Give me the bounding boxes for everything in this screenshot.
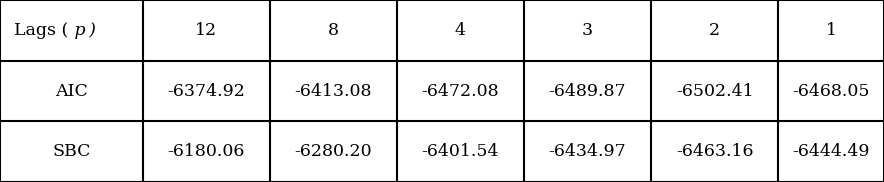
Text: -6374.92: -6374.92 — [167, 82, 245, 100]
Text: 12: 12 — [195, 22, 217, 39]
Text: -6413.08: -6413.08 — [294, 82, 372, 100]
Text: -6280.20: -6280.20 — [294, 143, 372, 160]
Text: 8: 8 — [328, 22, 339, 39]
Text: -6472.08: -6472.08 — [422, 82, 499, 100]
Text: 3: 3 — [582, 22, 593, 39]
Text: -6502.41: -6502.41 — [675, 82, 753, 100]
Text: -6489.87: -6489.87 — [549, 82, 626, 100]
Text: -6463.16: -6463.16 — [675, 143, 753, 160]
Text: SBC: SBC — [52, 143, 91, 160]
Text: -6444.49: -6444.49 — [792, 143, 870, 160]
Text: 1: 1 — [826, 22, 836, 39]
Text: Lags (: Lags ( — [13, 22, 72, 39]
Text: -6468.05: -6468.05 — [792, 82, 870, 100]
Text: -6401.54: -6401.54 — [422, 143, 499, 160]
Text: 2: 2 — [709, 22, 720, 39]
Text: 4: 4 — [455, 22, 466, 39]
Text: -6434.97: -6434.97 — [549, 143, 627, 160]
Text: p ): p ) — [72, 22, 96, 39]
Text: AIC: AIC — [55, 82, 88, 100]
Text: -6180.06: -6180.06 — [168, 143, 245, 160]
